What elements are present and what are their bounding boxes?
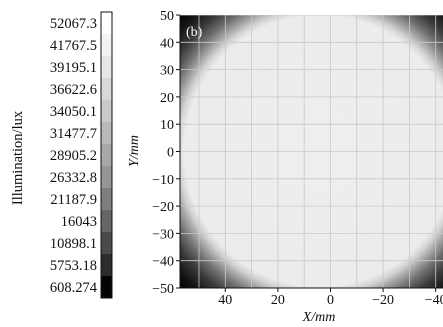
colorbar-level-label: 16043: [61, 214, 97, 230]
x-tick-label: −40: [425, 293, 443, 308]
gridlines: [180, 15, 443, 288]
y-axis-ticks: 50 40 30 20 10 0 −10 −20 −30 −40 −50: [152, 9, 180, 297]
y-tick-label: 20: [160, 91, 174, 106]
colorbar-tick-labels: 52067.3 41767.5 39195.1 36622.6 34050.1 31477…: [50, 16, 98, 296]
y-tick-label: −10: [152, 173, 174, 188]
colorbar-level-label: 28905.2: [50, 148, 97, 164]
colorbar-level-label: 39195.1: [50, 60, 97, 76]
y-tick-label: 50: [160, 9, 174, 24]
colorbar-segment: [101, 144, 112, 167]
x-tick-label: 20: [271, 293, 285, 308]
colorbar-level-label: 31477.7: [50, 126, 97, 142]
colorbar-level-label: 10898.1: [50, 236, 97, 252]
colorbar-level-label: 21187.9: [50, 192, 97, 208]
colorbar-segment: [101, 56, 112, 79]
colorbar-level-label: 34050.1: [50, 104, 97, 120]
y-axis-label: Y/mm: [127, 135, 142, 167]
colorbar-segment: [101, 276, 112, 299]
y-tick-label: 10: [160, 118, 174, 133]
colorbar-level-label: 36622.6: [50, 82, 97, 98]
plot-area: [180, 15, 443, 288]
colorbar-segment: [101, 166, 112, 189]
colorbar-segment: [101, 254, 112, 277]
colorbar-frame: [100, 11, 113, 299]
colorbar-segment: [101, 34, 112, 57]
y-tick-label: −20: [152, 200, 174, 215]
x-tick-label: 0: [327, 293, 334, 308]
panel-label: (b): [186, 25, 203, 40]
colorbar-segment: [101, 232, 112, 255]
colorbar-level-label: 52067.3: [50, 16, 97, 32]
y-tick-label: −50: [152, 282, 174, 297]
colorbar-level-label: 26332.8: [50, 170, 97, 186]
y-tick-label: 40: [160, 36, 174, 51]
colorbar-level-label: 608.274: [50, 280, 98, 296]
y-tick-label: −40: [152, 255, 174, 270]
colorbar-level-label: 5753.18: [50, 258, 97, 274]
colorbar-level-label: 41767.5: [50, 38, 97, 54]
y-tick-label: −30: [152, 227, 174, 242]
colorbar-segment: [101, 122, 112, 145]
colorbar-segment: [101, 78, 112, 101]
colorbar-segment: [101, 12, 112, 35]
x-tick-label: 40: [218, 293, 232, 308]
y-tick-label: 30: [160, 64, 174, 79]
colorbar-segment: [101, 188, 112, 211]
x-axis-ticks: 40 20 0 −20 −40: [218, 288, 443, 308]
colorbar-segment: [101, 210, 112, 233]
colorbar-segment: [101, 100, 112, 123]
x-tick-label: −20: [372, 293, 394, 308]
x-axis-label: X/mm: [302, 310, 336, 325]
colorbar: [100, 11, 113, 299]
colorbar-title: Illumination/lux: [10, 110, 26, 205]
y-tick-label: 0: [167, 146, 174, 161]
